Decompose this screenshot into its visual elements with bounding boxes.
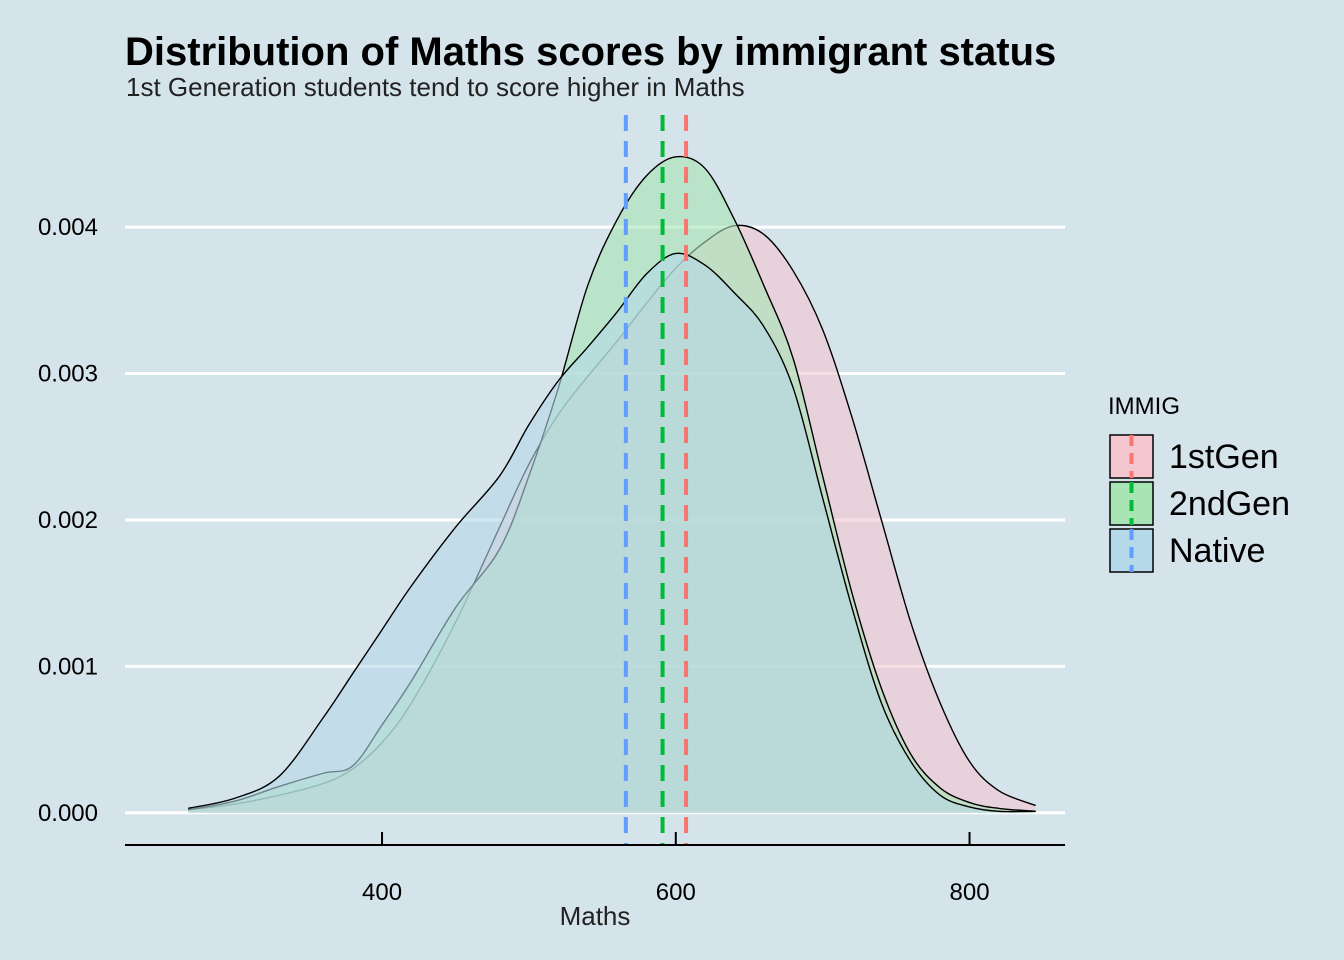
density-area-Native <box>188 253 1036 813</box>
y-tick-label: 0.003 <box>38 361 98 388</box>
y-tick-label: 0.000 <box>38 800 98 827</box>
mean-lines-layer <box>623 115 689 845</box>
legend-label-2ndGen: 2ndGen <box>1169 485 1290 523</box>
legend-label-Native: Native <box>1169 532 1265 570</box>
y-tick-label: 0.002 <box>38 507 98 534</box>
x-tick-label: 800 <box>950 879 990 906</box>
chart-title: Distribution of Maths scores by immigran… <box>125 30 1057 74</box>
legend: IMMIG 1stGen 2ndGen Native <box>1108 393 1290 573</box>
x-tick-label: 600 <box>656 879 696 906</box>
legend-title: IMMIG <box>1108 393 1180 420</box>
x-axis-label: Maths <box>560 901 631 931</box>
y-tick-label: 0.001 <box>38 653 98 680</box>
axis-layer: 0.000 0.001 0.002 0.003 0.004 400 600 800 Maths <box>38 214 1065 931</box>
legend-label-1stGen: 1stGen <box>1169 438 1279 476</box>
density-layer <box>188 155 1036 813</box>
x-tick-label: 400 <box>362 879 402 906</box>
density-curve-Native <box>188 252 1036 813</box>
chart-subtitle: 1st Generation students tend to score hi… <box>126 72 745 102</box>
y-tick-label: 0.004 <box>38 214 98 241</box>
